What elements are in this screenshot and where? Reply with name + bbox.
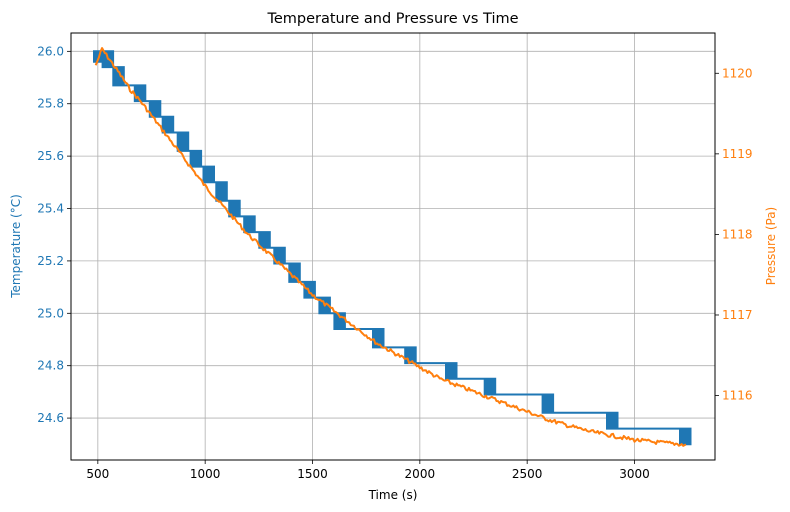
- y-left-tick-label: 25.4: [37, 202, 64, 216]
- y-right-axis-ticks: 1116 1117 1118 1119 1120: [715, 66, 753, 403]
- y-left-axis-label: Temperature (°C): [9, 194, 23, 299]
- y-left-tick-label: 25.2: [37, 254, 64, 268]
- y-left-tick-label: 26.0: [37, 44, 64, 58]
- y-left-tick-label: 24.8: [37, 359, 64, 373]
- chart-title: Temperature and Pressure vs Time: [266, 11, 518, 27]
- x-tick-label: 3000: [619, 467, 650, 481]
- y-right-axis-label: Pressure (Pa): [764, 207, 778, 285]
- y-left-tick-label: 25.6: [37, 149, 64, 163]
- temperature-series: [93, 50, 692, 446]
- x-tick-label: 500: [86, 467, 109, 481]
- y-left-tick-label: 25.0: [37, 306, 64, 320]
- x-tick-label: 1500: [297, 467, 328, 481]
- y-left-axis-ticks: 24.6 24.8 25.0 25.2 25.4 25.6 25.8 26.0: [37, 44, 71, 425]
- y-right-tick-label: 1119: [722, 147, 753, 161]
- x-axis-ticks: 500 1000 1500 2000 2500 3000: [86, 460, 650, 481]
- pressure-line: [94, 47, 687, 447]
- y-left-tick-label: 24.6: [37, 411, 64, 425]
- y-right-tick-label: 1118: [722, 227, 753, 241]
- y-right-tick-label: 1117: [722, 308, 753, 322]
- x-tick-label: 2500: [512, 467, 543, 481]
- y-right-tick-label: 1116: [722, 389, 753, 403]
- plot-frame: [70, 32, 716, 461]
- grid: [71, 33, 715, 460]
- y-right-tick-label: 1120: [722, 66, 753, 80]
- y-left-tick-label: 25.8: [37, 97, 64, 111]
- x-axis-label: Time (s): [368, 488, 418, 502]
- x-tick-label: 1000: [190, 467, 221, 481]
- x-tick-label: 2000: [405, 467, 436, 481]
- temperature-line: [93, 50, 692, 446]
- pressure-series: [94, 47, 687, 447]
